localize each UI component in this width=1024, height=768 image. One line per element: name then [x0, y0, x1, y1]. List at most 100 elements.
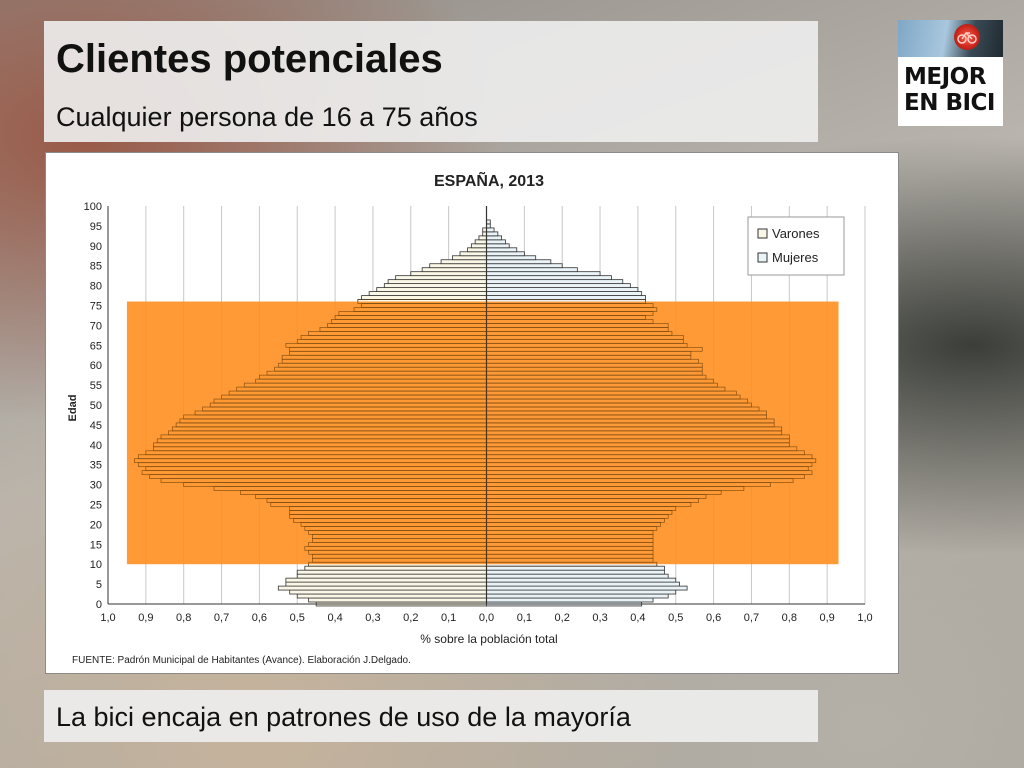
pyramid-bar-varones: [285, 581, 487, 587]
legend-box: [747, 216, 845, 276]
x-tick-label: 0,1: [517, 612, 532, 624]
y-tick-label: 25: [90, 500, 102, 512]
pyramid-bar-mujeres: [486, 585, 688, 591]
logo-text-line2: EN BICI: [904, 90, 996, 116]
pyramid-bar-varones: [277, 585, 487, 591]
pyramid-bar-varones: [429, 263, 487, 269]
pyramid-bar-mujeres: [486, 577, 677, 583]
pyramid-bar-mujeres: [486, 569, 665, 575]
x-tick-label: 0,2: [403, 612, 418, 624]
pyramid-bar-mujeres: [486, 287, 639, 292]
logo-text: MEJOR EN BICI: [904, 64, 996, 116]
y-tick-label: 0: [96, 599, 102, 611]
pyramid-bar-mujeres: [486, 239, 506, 245]
x-tick-label: 0,6: [706, 612, 721, 624]
y-tick-label: 70: [90, 320, 102, 332]
x-tick-label: 0,4: [630, 612, 645, 624]
x-tick-label: 0,7: [214, 612, 229, 624]
x-tick-label: 0,9: [138, 612, 153, 624]
y-tick-label: 10: [90, 559, 102, 571]
y-tick-label: 30: [90, 480, 102, 492]
pyramid-bar-mujeres: [486, 589, 677, 595]
population-pyramid-chart: 1,0 0,9 0,8 0,7 0,6 0,5 0,4 0,3 0,2 0,1 0,0 0,1 0,2 0…: [45, 152, 899, 674]
pyramid-bar-mujeres: [486, 581, 680, 587]
pyramid-bar-outline-mujeres: [486, 299, 646, 304]
footer-caption: La bici encaja en patrones de uso de la …: [56, 702, 631, 732]
y-tick-label: 95: [90, 221, 102, 233]
logo-photo: [898, 20, 1003, 57]
y-tick-label: 100: [84, 201, 102, 213]
pyramid-bar-mujeres: [486, 291, 643, 296]
pyramid-bar-mujeres: [486, 255, 537, 261]
pyramid-bar-mujeres: [486, 227, 495, 233]
x-tick-label: 0,3: [592, 612, 607, 624]
pyramid-bar-varones: [440, 259, 487, 265]
pyramid-bar-varones: [368, 291, 487, 296]
pyramid-bar-varones: [296, 569, 487, 575]
pyramid-bar-varones: [467, 247, 487, 253]
legend-label-varones: Varones: [772, 226, 820, 241]
x-tick-label: 0,7: [744, 612, 759, 624]
tick-labels: 1,0 0,9 0,8 0,7 0,6 0,5 0,4 0,3 0,2 0,1 0,0 0,1 0,2 0…: [84, 201, 873, 624]
chart-svg: 1,0 0,9 0,8 0,7 0,6 0,5 0,4 0,3 0,2 0,1 0,0 0,1 0,2 0…: [67, 170, 873, 666]
chart-title: ESPAÑA, 2013: [434, 170, 544, 190]
title-panel: Clientes potenciales Cualquier persona d…: [44, 21, 818, 142]
pyramid-bar-mujeres: [486, 247, 518, 253]
pyramid-bar-varones: [421, 267, 487, 273]
age-highlight-band: [126, 301, 839, 565]
y-tick-label: 90: [90, 241, 102, 253]
y-tick-label: 85: [90, 261, 102, 273]
legend-swatch-varones: [757, 228, 768, 239]
pyramid-bar-varones: [285, 577, 487, 583]
pyramid-bar-mujeres: [486, 593, 669, 599]
pyramid-bar-mujeres: [486, 565, 665, 571]
pyramid-bar-mujeres: [486, 271, 601, 277]
x-tick-label: 1,0: [857, 612, 872, 624]
y-axis-label: Edad: [67, 395, 79, 422]
logo-text-line1: MEJOR: [904, 64, 986, 90]
pyramid-bar-varones: [304, 565, 487, 571]
x-tick-label: 0,8: [176, 612, 191, 624]
x-tick-label: 0,9: [820, 612, 835, 624]
pyramid-bar-varones: [289, 589, 487, 595]
x-tick-label: 0,8: [782, 612, 797, 624]
pyramid-bar-varones: [361, 295, 487, 300]
pyramid-bar-mujeres: [486, 235, 503, 241]
pyramid-bar-varones: [452, 255, 487, 261]
pyramid-bar-varones: [296, 573, 487, 579]
y-tick-label: 60: [90, 360, 102, 372]
pyramid-bar-varones: [478, 235, 487, 241]
pyramid-bar-varones: [470, 243, 487, 249]
pyramid-bar-varones: [410, 271, 487, 277]
pyramid-bar-mujeres: [486, 279, 624, 284]
traffic-light-bike-icon: [954, 24, 980, 50]
pyramid-bar-mujeres: [486, 243, 510, 249]
x-tick-label: 0,5: [668, 612, 683, 624]
pyramid-bar-mujeres: [486, 259, 552, 265]
slide-title: Clientes potenciales: [56, 37, 443, 81]
legend: Varones Mujeres: [747, 216, 845, 276]
pyramid-bar-mujeres: [486, 295, 646, 300]
pyramid-bar-mujeres: [486, 231, 499, 237]
x-tick-label: 0,1: [441, 612, 456, 624]
x-tick-label: 0,2: [555, 612, 570, 624]
pyramid-bar-varones: [308, 597, 487, 603]
y-tick-label: 75: [90, 301, 102, 313]
pyramid-bar-varones: [296, 593, 487, 599]
chart-source: FUENTE: Padrón Municipal de Habitantes (…: [72, 655, 411, 666]
pyramid-bar-mujeres: [486, 573, 669, 579]
y-tick-label: 80: [90, 281, 102, 293]
pyramid-bar-varones: [387, 279, 487, 284]
pyramid-bar-mujeres: [486, 267, 578, 273]
y-tick-label: 40: [90, 440, 102, 452]
legend-swatch-mujeres: [757, 252, 768, 263]
x-tick-label: 0,3: [365, 612, 380, 624]
pyramid-bar-mujeres: [486, 597, 654, 603]
pyramid-bar-mujeres: [486, 263, 563, 269]
pyramid-bar-varones: [383, 283, 487, 288]
x-tick-label: 0,5: [290, 612, 305, 624]
y-tick-label: 65: [90, 340, 102, 352]
footer-panel: La bici encaja en patrones de uso de la …: [44, 690, 818, 742]
pyramid-bar-mujeres: [486, 275, 612, 281]
x-tick-label: 1,0: [100, 612, 115, 624]
